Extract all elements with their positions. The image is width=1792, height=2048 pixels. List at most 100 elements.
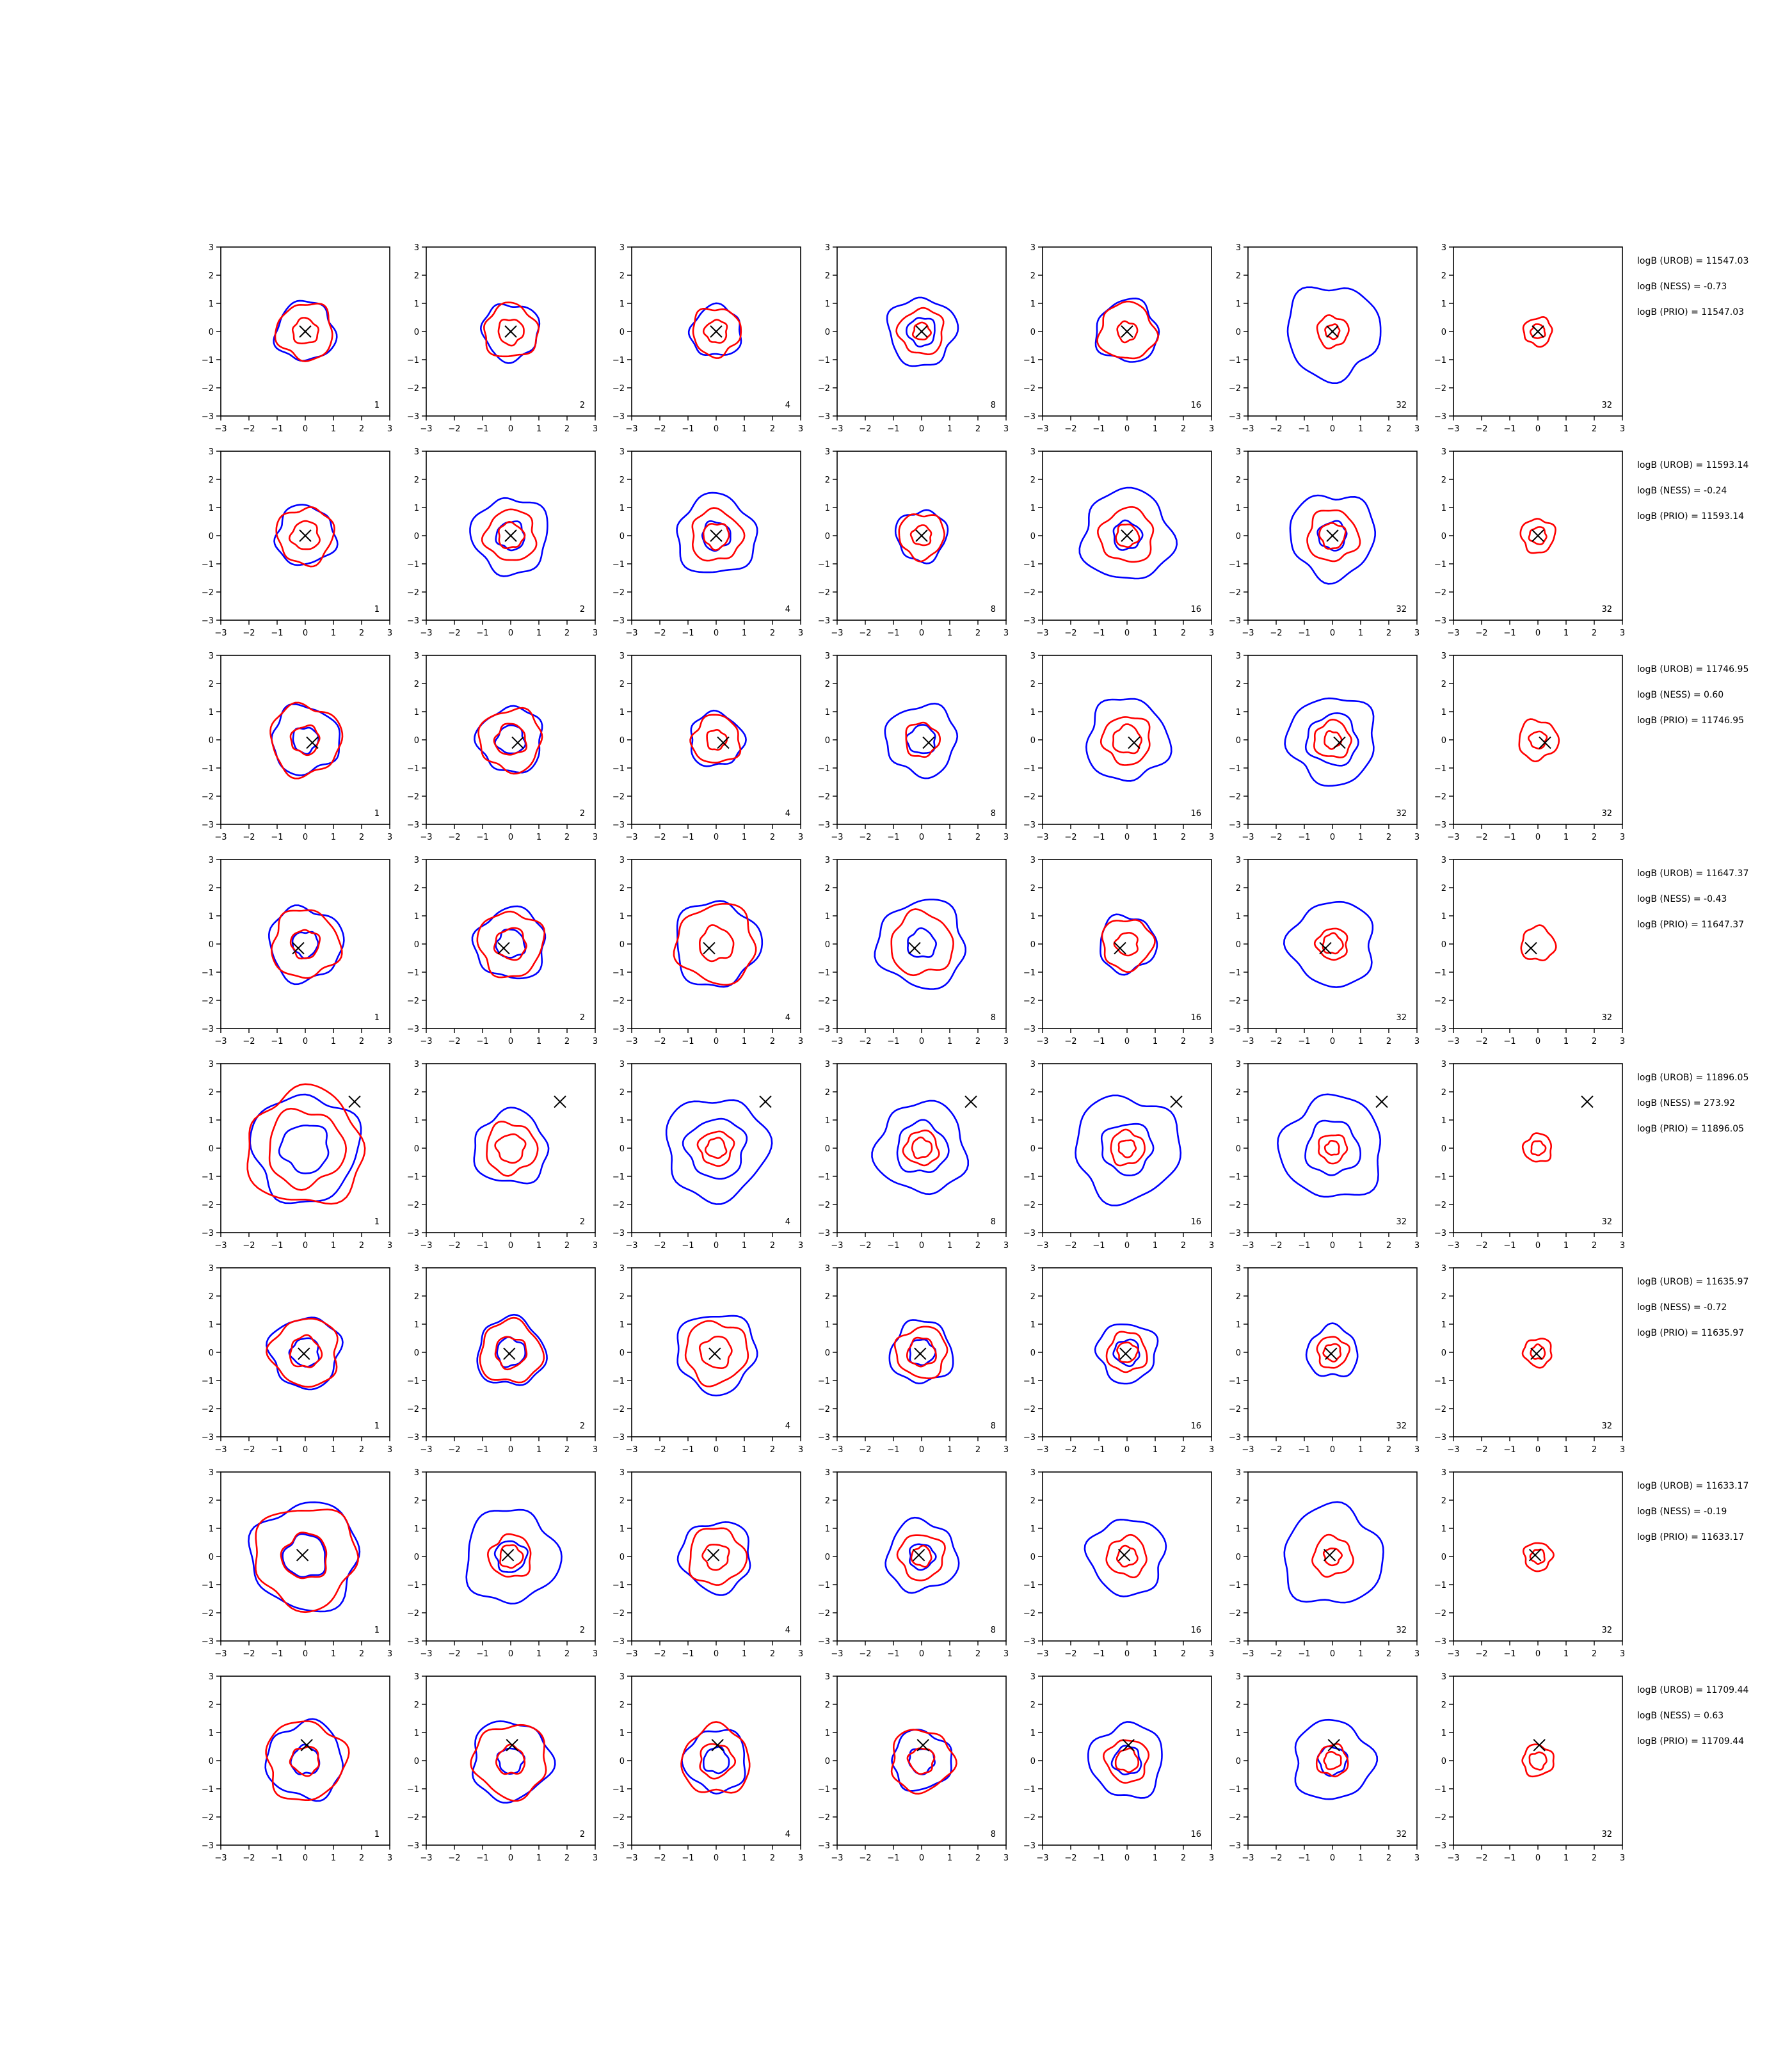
x-tick-label: −3 [831, 1853, 843, 1863]
x-tick-label: 0 [919, 1445, 924, 1455]
panel-count-label: 16 [1190, 605, 1201, 614]
red-contour [499, 1544, 524, 1569]
x-tick-label: −1 [887, 1241, 899, 1251]
x-tick-label: 3 [798, 1037, 803, 1046]
blue-contour [907, 927, 938, 958]
x-tick-label: 3 [1209, 1241, 1214, 1251]
x-tick-label: 0 [1124, 1649, 1130, 1659]
red-contour [1311, 1533, 1354, 1578]
panel-count-label: 1 [374, 1217, 380, 1227]
y-tick-label: 1 [1441, 912, 1446, 922]
panel-count-label: 32 [1601, 1626, 1612, 1635]
blue-contour [476, 1313, 548, 1386]
x-tick-label: −1 [1092, 424, 1105, 434]
contour-group [273, 300, 338, 362]
x-tick-label: −1 [476, 628, 488, 638]
true-position-marker [298, 1347, 310, 1360]
x-tick-label: 0 [303, 424, 308, 434]
y-tick-label: 0 [1441, 1144, 1446, 1154]
y-tick-label: −2 [612, 1201, 625, 1210]
x-tick-label: 1 [331, 833, 336, 842]
panel-count-label: 4 [785, 605, 790, 614]
x-tick-label: 1 [331, 1037, 336, 1046]
y-tick-label: 0 [620, 1144, 625, 1154]
y-tick-label: −1 [1023, 968, 1036, 978]
y-tick-label: −2 [1434, 1201, 1446, 1210]
y-tick-label: 1 [1236, 300, 1241, 309]
red-contour [911, 1136, 933, 1160]
y-tick-label: −2 [202, 996, 214, 1006]
panel-r5-c5: −3−3 −2 −2 −1 −1 0 0 1 1 2 2 3 3 16 [1023, 1060, 1214, 1251]
x-tick-label: 2 [975, 424, 980, 434]
panel-r8-c5: −3−3 −2 −2 −1 −1 0 0 1 1 2 2 3 3 16 [1023, 1672, 1214, 1863]
y-tick-label: 2 [1030, 476, 1036, 485]
red-contour [1529, 1548, 1546, 1565]
x-tick-label: 2 [564, 628, 570, 638]
x-tick-label: 0 [1535, 1649, 1540, 1659]
panel-r3-c7: −3−3 −2 −2 −1 −1 0 0 1 1 2 2 3 3 32 [1434, 652, 1625, 842]
y-tick-label: −1 [1434, 560, 1446, 570]
true-position-marker [296, 1549, 309, 1562]
true-position-marker [1117, 1549, 1131, 1562]
y-tick-label: 2 [1030, 1292, 1036, 1302]
x-tick-label: 3 [387, 1037, 392, 1046]
x-tick-label: 1 [742, 1241, 747, 1251]
axes-frame [220, 1471, 390, 1642]
contour-group [1094, 297, 1160, 363]
y-tick-label: 0 [620, 736, 625, 746]
y-tick-label: −3 [818, 1841, 830, 1851]
logb-stat-label: logB (NESS) = 0.60 [1637, 690, 1724, 700]
x-tick-label: −3 [1036, 424, 1048, 434]
y-tick-label: −2 [1023, 588, 1036, 598]
x-tick-label: −3 [1447, 1853, 1459, 1863]
y-tick-label: 3 [1236, 1468, 1241, 1478]
y-tick-label: 0 [1236, 1144, 1241, 1154]
x-tick-label: −1 [887, 1445, 899, 1455]
true-position-marker [711, 1739, 724, 1752]
x-tick-label: −2 [1064, 1853, 1076, 1863]
x-tick-label: −1 [682, 628, 694, 638]
x-tick-label: 3 [387, 833, 392, 842]
y-tick-label: −2 [1229, 1609, 1241, 1619]
y-tick-label: 2 [1236, 884, 1241, 893]
x-tick-label: 0 [714, 424, 719, 434]
panel-count-label: 8 [991, 605, 996, 614]
y-tick-label: 2 [1236, 271, 1241, 281]
blue-contour [1283, 1501, 1384, 1604]
x-tick-label: 2 [1181, 1853, 1186, 1863]
x-tick-label: 2 [359, 1649, 364, 1659]
y-tick-label: 3 [1441, 1060, 1446, 1069]
contour-group [676, 492, 758, 573]
logb-stat-label: logB (UROB) = 11635.97 [1637, 1277, 1748, 1287]
true-position-marker [1539, 736, 1551, 749]
blue-contour [472, 1720, 556, 1804]
y-tick-label: 3 [1030, 652, 1036, 661]
x-tick-label: 0 [508, 1853, 513, 1863]
y-tick-label: −2 [612, 588, 625, 598]
blue-contour [676, 1521, 751, 1596]
y-tick-label: −1 [1434, 356, 1446, 365]
logb-stat-label: logB (NESS) = -0.24 [1637, 486, 1727, 496]
blue-contour [1112, 1338, 1140, 1368]
x-tick-label: 2 [1592, 833, 1597, 842]
red-contour [906, 1336, 937, 1368]
x-tick-label: 1 [1153, 628, 1158, 638]
y-tick-label: 3 [414, 243, 419, 253]
true-position-marker [1122, 1739, 1135, 1752]
x-tick-label: −2 [653, 424, 666, 434]
y-tick-label: −2 [407, 588, 419, 598]
y-tick-label: 3 [414, 856, 419, 865]
y-tick-label: −3 [612, 1433, 625, 1443]
axes-frame [631, 859, 801, 1029]
x-tick-label: −2 [859, 628, 871, 638]
y-tick-label: 1 [209, 1116, 214, 1126]
x-tick-label: −1 [271, 424, 283, 434]
contour-group [266, 1316, 344, 1391]
x-tick-label: 0 [714, 1445, 719, 1455]
y-tick-label: −3 [1229, 1841, 1241, 1851]
panel-count-label: 2 [580, 1013, 585, 1023]
x-tick-label: −3 [1036, 833, 1048, 842]
y-tick-label: 3 [620, 243, 625, 253]
blue-contour [1110, 1745, 1142, 1776]
contour-group [874, 899, 966, 990]
